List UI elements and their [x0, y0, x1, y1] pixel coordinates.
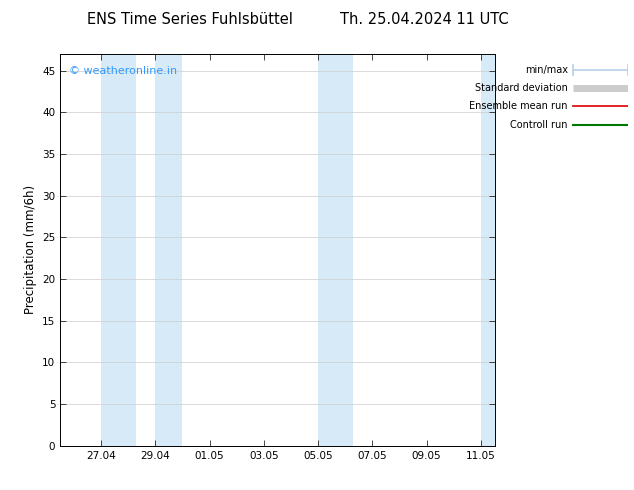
Text: ENS Time Series Fuhlsbüttel: ENS Time Series Fuhlsbüttel [87, 12, 293, 27]
Bar [481, 54, 495, 446]
Text: min/max: min/max [525, 65, 568, 75]
Y-axis label: Precipitation (mm/6h): Precipitation (mm/6h) [23, 185, 37, 315]
Bar [155, 54, 183, 446]
Text: Ensemble mean run: Ensemble mean run [469, 101, 568, 112]
Bar [101, 54, 136, 446]
Text: Controll run: Controll run [510, 120, 568, 130]
Bar [318, 54, 353, 446]
Text: Standard deviation: Standard deviation [475, 83, 568, 93]
Text: Th. 25.04.2024 11 UTC: Th. 25.04.2024 11 UTC [340, 12, 509, 27]
Text: © weatheronline.in: © weatheronline.in [69, 66, 177, 75]
